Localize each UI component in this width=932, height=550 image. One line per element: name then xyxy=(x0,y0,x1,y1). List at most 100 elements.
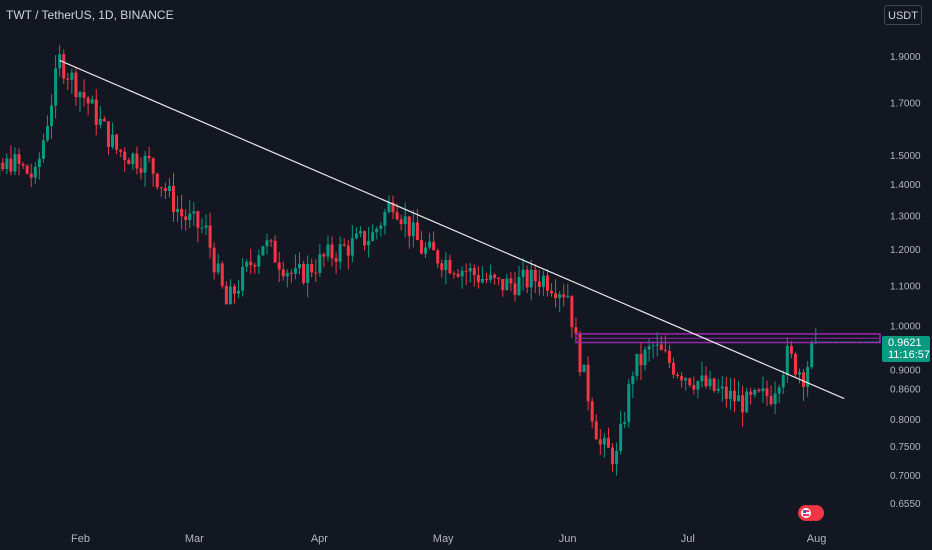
candle-body xyxy=(253,265,257,267)
price-tick-label: 0.7000 xyxy=(890,471,921,482)
candle-body xyxy=(98,118,102,125)
trendline[interactable] xyxy=(59,59,845,400)
candle-body xyxy=(293,268,297,274)
candle-body xyxy=(667,351,671,363)
candle-body xyxy=(281,269,285,277)
price-tick-label: 0.6550 xyxy=(890,499,921,510)
candle-body xyxy=(1,162,5,169)
candle-body xyxy=(358,231,362,234)
candle-body xyxy=(29,173,33,178)
candle-body xyxy=(623,421,627,424)
candle-body xyxy=(334,258,338,262)
candle-body xyxy=(676,374,680,377)
candle-body xyxy=(143,155,147,173)
price-tick-label: 1.5000 xyxy=(890,151,921,162)
candle-body xyxy=(464,270,468,272)
candle-body xyxy=(708,378,712,387)
candle-body xyxy=(497,277,501,279)
candle-body xyxy=(578,333,582,373)
candle-body xyxy=(115,134,119,150)
candle-body xyxy=(127,160,131,165)
candle-body xyxy=(391,202,395,213)
candle-body xyxy=(228,286,232,305)
candle-body xyxy=(387,202,391,212)
symbol-title[interactable]: TWT / TetherUS, 1D, BINANCE xyxy=(6,8,174,22)
candle-body xyxy=(403,216,407,225)
candle-body xyxy=(90,99,94,104)
candle-body xyxy=(17,154,21,165)
currency-button[interactable]: USDT xyxy=(884,5,922,25)
candle-body xyxy=(594,421,598,440)
candle-body xyxy=(647,346,651,350)
candle-body xyxy=(237,290,241,294)
price-axis[interactable]: 1.9000 1.7000 1.5000 1.4000 1.3000 1.2000 1.10… xyxy=(890,52,921,510)
time-tick-label: Feb xyxy=(71,533,90,545)
candle-body xyxy=(111,134,115,147)
candle-body xyxy=(700,375,704,382)
time-tick-label: Aug xyxy=(807,533,827,545)
candle-body xyxy=(33,166,37,178)
price-tick-label: 1.0000 xyxy=(890,321,921,332)
candle-body xyxy=(224,285,228,305)
candle-body xyxy=(489,274,493,280)
candle-body xyxy=(338,244,342,262)
candle-body xyxy=(367,240,371,246)
candle-body xyxy=(456,273,460,277)
candle-body xyxy=(663,349,667,352)
candle-body xyxy=(724,386,728,400)
candle-body xyxy=(94,99,98,125)
bar-countdown: 11:16:57 xyxy=(888,349,931,361)
candle-body xyxy=(45,126,49,141)
candle-body xyxy=(13,154,17,172)
flag-icon[interactable] xyxy=(798,505,824,521)
price-tick-label: 1.4000 xyxy=(890,180,921,191)
price-tick-label: 0.8000 xyxy=(890,415,921,426)
candle-body xyxy=(306,264,310,283)
candle-body xyxy=(586,364,590,402)
candle-body xyxy=(570,295,574,328)
candle-body xyxy=(346,245,350,256)
candle-body xyxy=(269,240,273,242)
candle-body xyxy=(810,343,814,368)
candle-body xyxy=(289,272,293,274)
candle-body xyxy=(741,395,745,413)
time-tick-label: Jul xyxy=(681,533,695,545)
candle-body xyxy=(574,327,578,334)
candle-body xyxy=(436,250,440,264)
candle-body xyxy=(627,384,631,422)
candle-body xyxy=(501,278,505,291)
candle-body xyxy=(245,261,249,267)
candle-body xyxy=(529,269,533,288)
candle-body xyxy=(302,264,306,283)
candle-body xyxy=(598,439,602,445)
candle-body xyxy=(371,232,375,241)
candle-body xyxy=(639,353,643,366)
candle-body xyxy=(330,244,334,259)
candle-body xyxy=(460,270,464,277)
candle-body xyxy=(793,353,797,375)
candle-body xyxy=(635,353,639,376)
candle-body xyxy=(342,244,346,246)
candle-body xyxy=(102,118,106,122)
candle-body xyxy=(318,254,322,273)
candle-body xyxy=(58,54,62,69)
candle-body xyxy=(9,158,13,172)
candle-body xyxy=(25,165,29,174)
candle-body xyxy=(298,264,302,269)
candle-body xyxy=(375,228,379,233)
candle-body xyxy=(119,149,123,152)
candle-body xyxy=(684,378,688,381)
time-axis[interactable]: Feb Mar Apr May Jun Jul Aug xyxy=(71,533,826,545)
candle-body xyxy=(184,216,188,221)
candle-body xyxy=(399,219,403,225)
candle-body xyxy=(86,97,90,104)
candle-body xyxy=(476,275,480,283)
candle-body xyxy=(208,225,212,248)
candle-body xyxy=(106,121,110,147)
candle-body xyxy=(261,246,265,256)
candle-body xyxy=(680,376,684,381)
candle-body xyxy=(558,294,562,299)
candle-body xyxy=(448,259,452,274)
